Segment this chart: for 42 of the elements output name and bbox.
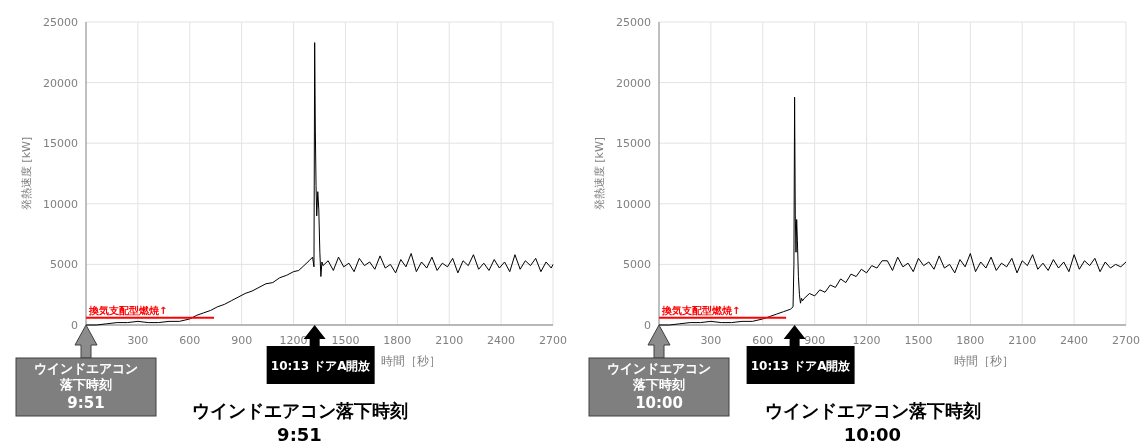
annotation: ウインドエアコン落下時刻 9:51 (34, 361, 138, 412)
x-axis-title: 時間［秒］ (380, 354, 441, 368)
y-tick-label: 15000 (43, 137, 78, 151)
x-tick-label: 900 (804, 334, 826, 347)
y-tick-label: 25000 (43, 16, 78, 29)
y-tick-label: 5000 (50, 258, 78, 272)
text: 10:13 ドアA開放 (750, 359, 852, 373)
y-tick-label: 0 (71, 319, 78, 332)
series-label: 換気支配型燃焼↑ (661, 304, 741, 316)
series-label: 換気支配型燃焼↑ (88, 304, 168, 316)
x-axis-title: 時間［秒］ (953, 354, 1014, 368)
x-tick-label: 1500 (331, 334, 360, 347)
text: ウインドエアコン落下時刻 9:51 (191, 400, 408, 444)
y-tick-label: 20000 (616, 76, 651, 90)
x-tick-label: 900 (231, 334, 253, 347)
text: 10:13 ドアA開放 (270, 359, 372, 373)
y-tick-label: 20000 (43, 76, 78, 90)
x-tick-label: 1500 (904, 334, 933, 347)
text: ウインドエアコン落下時刻 10:00 (764, 400, 981, 444)
x-tick-label: 2700 (539, 334, 567, 347)
y-tick-label: 10000 (616, 197, 651, 211)
y-tick-label: 25000 (616, 16, 651, 29)
annotation: ウインドエアコン落下時刻 10:00 (607, 361, 711, 412)
x-tick-label: 1800 (383, 334, 412, 347)
y-axis-title: 発熱速度 [kW] (20, 136, 33, 211)
x-tick-label: 1800 (956, 334, 985, 347)
x-tick-label: 600 (752, 334, 774, 347)
x-tick-label: 600 (179, 334, 201, 347)
y-axis-title: 発熱速度 [kW] (593, 136, 606, 211)
x-tick-label: 2100 (435, 334, 464, 347)
x-tick-label: 2700 (1112, 334, 1140, 347)
x-tick-label: 2100 (1008, 334, 1037, 347)
y-tick-label: 0 (644, 319, 651, 332)
y-tick-label: 10000 (43, 197, 78, 211)
x-tick-label: 1200 (279, 334, 308, 347)
x-tick-label: 1200 (852, 334, 881, 347)
x-tick-label: 2400 (487, 334, 516, 347)
x-tick-label: 2400 (1060, 334, 1089, 347)
y-tick-label: 5000 (623, 258, 651, 272)
y-tick-label: 15000 (616, 137, 651, 151)
x-tick-label: 300 (700, 334, 722, 347)
x-tick-label: 300 (127, 334, 149, 347)
